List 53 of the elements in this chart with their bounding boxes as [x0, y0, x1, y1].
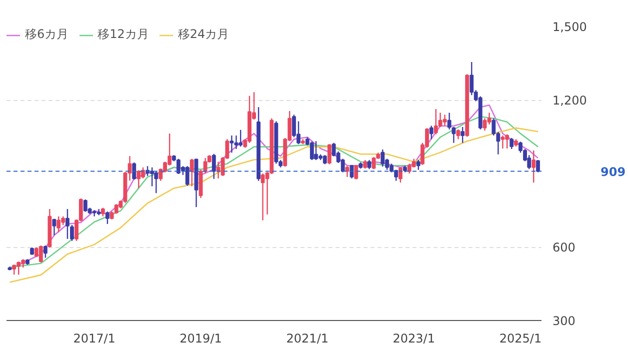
- candlestick: [487, 112, 492, 126]
- y-tick-label: 1,200: [552, 94, 587, 108]
- legend-label: 移6カ月: [25, 26, 69, 43]
- candlestick: [38, 244, 43, 264]
- candlestick: [482, 118, 487, 132]
- candlestick: [132, 162, 136, 180]
- candlestick: [56, 216, 61, 233]
- candlestick: [83, 198, 88, 212]
- candlestick: [367, 159, 372, 170]
- candlestick: [185, 166, 190, 186]
- candlestick: [66, 208, 70, 240]
- candlestick: [429, 125, 434, 140]
- candlestick: [260, 172, 265, 221]
- candlestick: [434, 108, 438, 135]
- candlestick: [238, 129, 243, 148]
- candlestick: [416, 159, 420, 170]
- candlestick: [310, 141, 314, 161]
- candlestick: [536, 159, 540, 173]
- ref-line-label: 909: [600, 164, 626, 179]
- candlestick: [212, 153, 216, 180]
- legend-label: 移12カ月: [98, 26, 149, 43]
- candlestick: [500, 134, 505, 150]
- candlestick: [52, 218, 56, 236]
- candlestick: [43, 244, 48, 258]
- candlestick: [230, 134, 234, 154]
- candlestick: [322, 154, 327, 165]
- legend-label: 移24カ月: [178, 26, 230, 43]
- candlestick: [354, 164, 358, 180]
- candlestick: [12, 264, 16, 276]
- candlestick: [327, 144, 332, 165]
- x-tick-label: 2025/1: [499, 332, 542, 346]
- candlestick: [190, 158, 194, 187]
- candlestick: [105, 210, 110, 225]
- candlestick: [460, 126, 465, 144]
- candlestick: [136, 170, 141, 189]
- x-tick-label: 2023/1: [392, 332, 435, 346]
- candlestick: [532, 150, 536, 184]
- x-tick-label: 2019/1: [180, 332, 222, 346]
- candlestick: [447, 112, 452, 130]
- candlestick: [154, 170, 158, 194]
- candlestick: [442, 114, 447, 126]
- y-tick-label: 300: [552, 314, 576, 328]
- candlestick: [203, 157, 208, 174]
- candlestick: [70, 224, 74, 242]
- candlestick: [456, 128, 460, 140]
- y-tick-label: 1,500: [552, 20, 587, 34]
- candlestick: [510, 137, 514, 150]
- line-series: [9, 127, 539, 283]
- candlestick: [380, 148, 385, 168]
- y-tick-label: 600: [552, 240, 576, 254]
- candlestick: [372, 156, 376, 170]
- x-tick-label: 2021/1: [286, 332, 329, 346]
- x-tick-label: 2017/1: [73, 332, 116, 346]
